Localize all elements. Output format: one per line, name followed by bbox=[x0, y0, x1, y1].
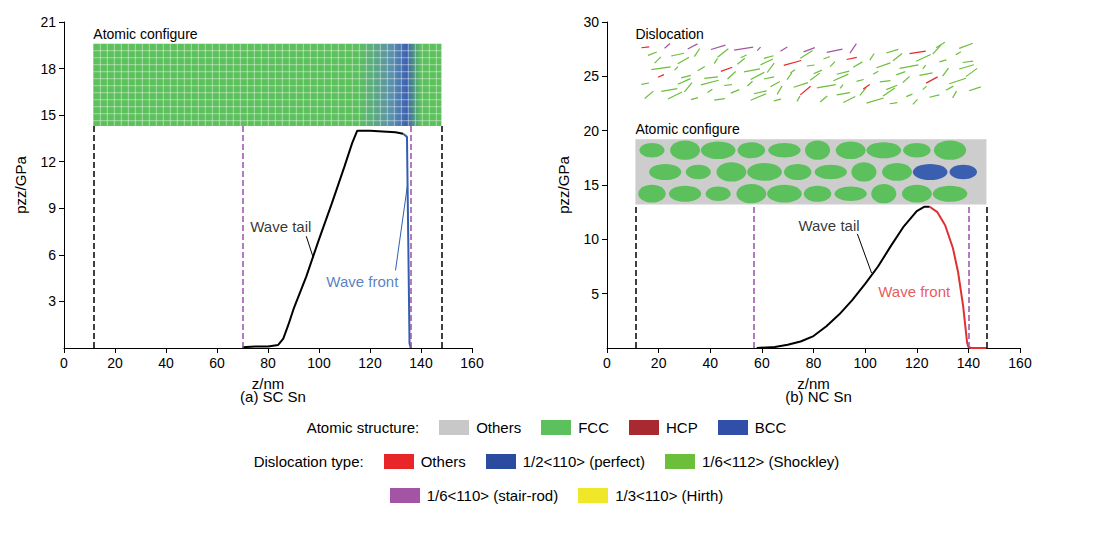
svg-text:15: 15 bbox=[40, 107, 56, 123]
svg-text:Wave tail: Wave tail bbox=[798, 217, 859, 234]
svg-text:Atomic configure: Atomic configure bbox=[635, 121, 739, 137]
html-text:FCC: FCC bbox=[578, 418, 609, 436]
svg-text:40: 40 bbox=[702, 355, 718, 371]
svg-text:Wave tail: Wave tail bbox=[250, 218, 311, 235]
svg-text:40: 40 bbox=[158, 355, 174, 371]
html-text:1/3<110> (Hirth): 1/3<110> (Hirth) bbox=[615, 486, 724, 504]
svg-text:9: 9 bbox=[48, 200, 56, 216]
svg-text:Dislocation: Dislocation bbox=[635, 26, 703, 42]
svg-text:3: 3 bbox=[48, 293, 56, 309]
svg-text:18: 18 bbox=[40, 61, 56, 77]
svg-text:20: 20 bbox=[107, 355, 123, 371]
svg-text:z/nm: z/nm bbox=[797, 375, 830, 392]
svg-text:160: 160 bbox=[460, 355, 484, 371]
svg-text:100: 100 bbox=[853, 355, 877, 371]
svg-text:5: 5 bbox=[591, 286, 599, 302]
svg-text:(b) NC Sn: (b) NC Sn bbox=[785, 388, 852, 405]
html-text:Atomic structure:: Atomic structure: bbox=[306, 418, 420, 436]
svg-text:0: 0 bbox=[603, 355, 611, 371]
html-text:1/6<110> (stair-rod): 1/6<110> (stair-rod) bbox=[426, 486, 559, 504]
svg-text:100: 100 bbox=[307, 355, 331, 371]
svg-text:60: 60 bbox=[209, 355, 225, 371]
svg-text:12: 12 bbox=[40, 154, 56, 170]
svg-text:60: 60 bbox=[754, 355, 770, 371]
svg-text:160: 160 bbox=[1008, 355, 1032, 371]
svg-text:15: 15 bbox=[583, 177, 599, 193]
svg-text:pzz/GPa: pzz/GPa bbox=[555, 156, 572, 214]
svg-text:Wave front: Wave front bbox=[878, 283, 951, 300]
html-text:Dislocation type:: Dislocation type: bbox=[253, 452, 364, 470]
svg-text:140: 140 bbox=[409, 355, 433, 371]
svg-text:140: 140 bbox=[957, 355, 981, 371]
svg-text:25: 25 bbox=[583, 68, 599, 84]
html-text:BCC: BCC bbox=[754, 418, 787, 436]
svg-text:0: 0 bbox=[60, 355, 68, 371]
svg-text:(a) SC Sn: (a) SC Sn bbox=[240, 388, 306, 405]
svg-text:6: 6 bbox=[48, 247, 56, 263]
svg-text:20: 20 bbox=[583, 123, 599, 139]
svg-text:20: 20 bbox=[651, 355, 667, 371]
svg-text:Wave front: Wave front bbox=[326, 273, 399, 290]
svg-text:pzz/GPa: pzz/GPa bbox=[12, 156, 29, 214]
svg-text:21: 21 bbox=[40, 14, 56, 30]
html-text:Others: Others bbox=[420, 452, 466, 470]
html-text:1/6<112> (Shockley): 1/6<112> (Shockley) bbox=[702, 452, 840, 470]
svg-text:z/nm: z/nm bbox=[251, 375, 285, 392]
svg-text:120: 120 bbox=[905, 355, 929, 371]
html-text:HCP: HCP bbox=[666, 418, 698, 436]
svg-text:80: 80 bbox=[260, 355, 276, 371]
html-text:1/2<110> (perfect): 1/2<110> (perfect) bbox=[522, 452, 645, 470]
svg-text:120: 120 bbox=[358, 355, 382, 371]
html-text:Others: Others bbox=[476, 418, 522, 436]
svg-text:10: 10 bbox=[583, 231, 599, 247]
svg-text:30: 30 bbox=[583, 14, 599, 30]
svg-text:Atomic configure: Atomic configure bbox=[93, 26, 197, 42]
svg-text:80: 80 bbox=[806, 355, 822, 371]
